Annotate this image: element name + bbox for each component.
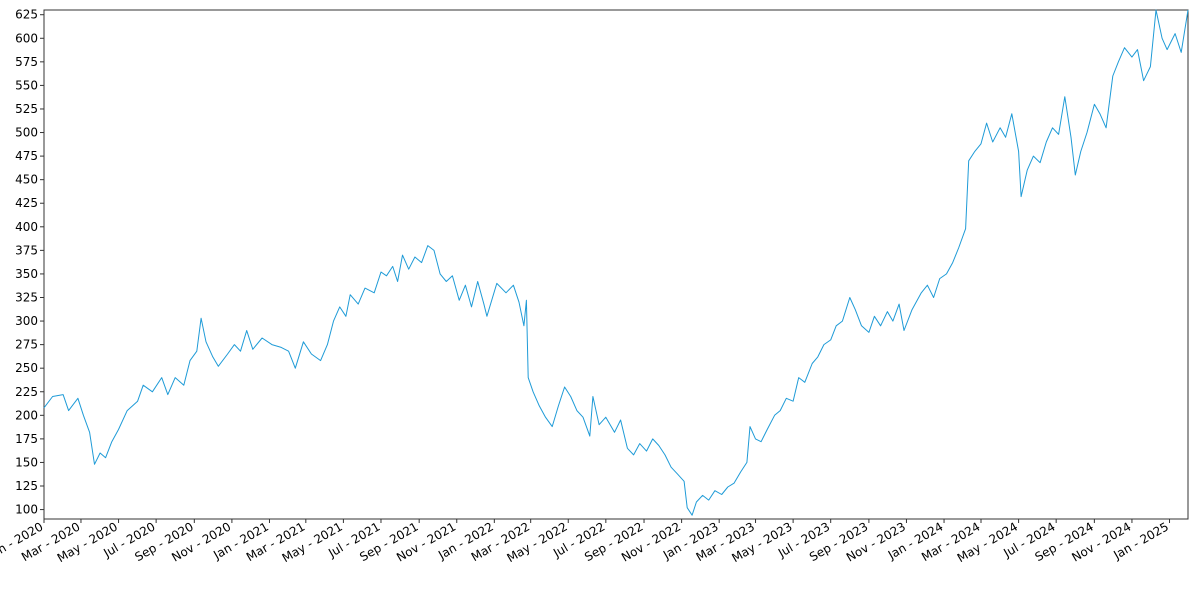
- y-tick-label: 425: [15, 196, 38, 210]
- plot-frame: [43, 9, 1189, 520]
- y-tick-label: 350: [15, 267, 38, 281]
- y-tick-label: 375: [15, 243, 38, 257]
- y-tick-label: 125: [15, 479, 38, 493]
- y-tick-label: 200: [15, 408, 38, 422]
- y-axis: 100 125 150 175 200 225 250 275 300 325 350 375 400 4…: [15, 8, 44, 517]
- y-tick-label: 225: [15, 385, 38, 399]
- y-tick-label: 325: [15, 290, 38, 304]
- y-tick-label: 150: [15, 455, 38, 469]
- y-tick-label: 625: [15, 8, 38, 22]
- y-tick-label: 550: [15, 78, 38, 92]
- y-tick-label: 575: [15, 55, 38, 69]
- y-tick-label: 600: [15, 31, 38, 45]
- y-tick-label: 300: [15, 314, 38, 328]
- y-tick-label: 400: [15, 220, 38, 234]
- y-tick-label: 500: [15, 126, 38, 140]
- plot-area: [43, 9, 1189, 520]
- y-tick-label: 525: [15, 102, 38, 116]
- y-tick-label: 450: [15, 173, 38, 187]
- y-tick-label: 175: [15, 432, 38, 446]
- y-tick-label: 250: [15, 361, 38, 375]
- y-tick-label: 100: [15, 503, 38, 517]
- y-tick-label: 475: [15, 149, 38, 163]
- y-tick-label: 275: [15, 338, 38, 352]
- series-line: [43, 9, 1189, 516]
